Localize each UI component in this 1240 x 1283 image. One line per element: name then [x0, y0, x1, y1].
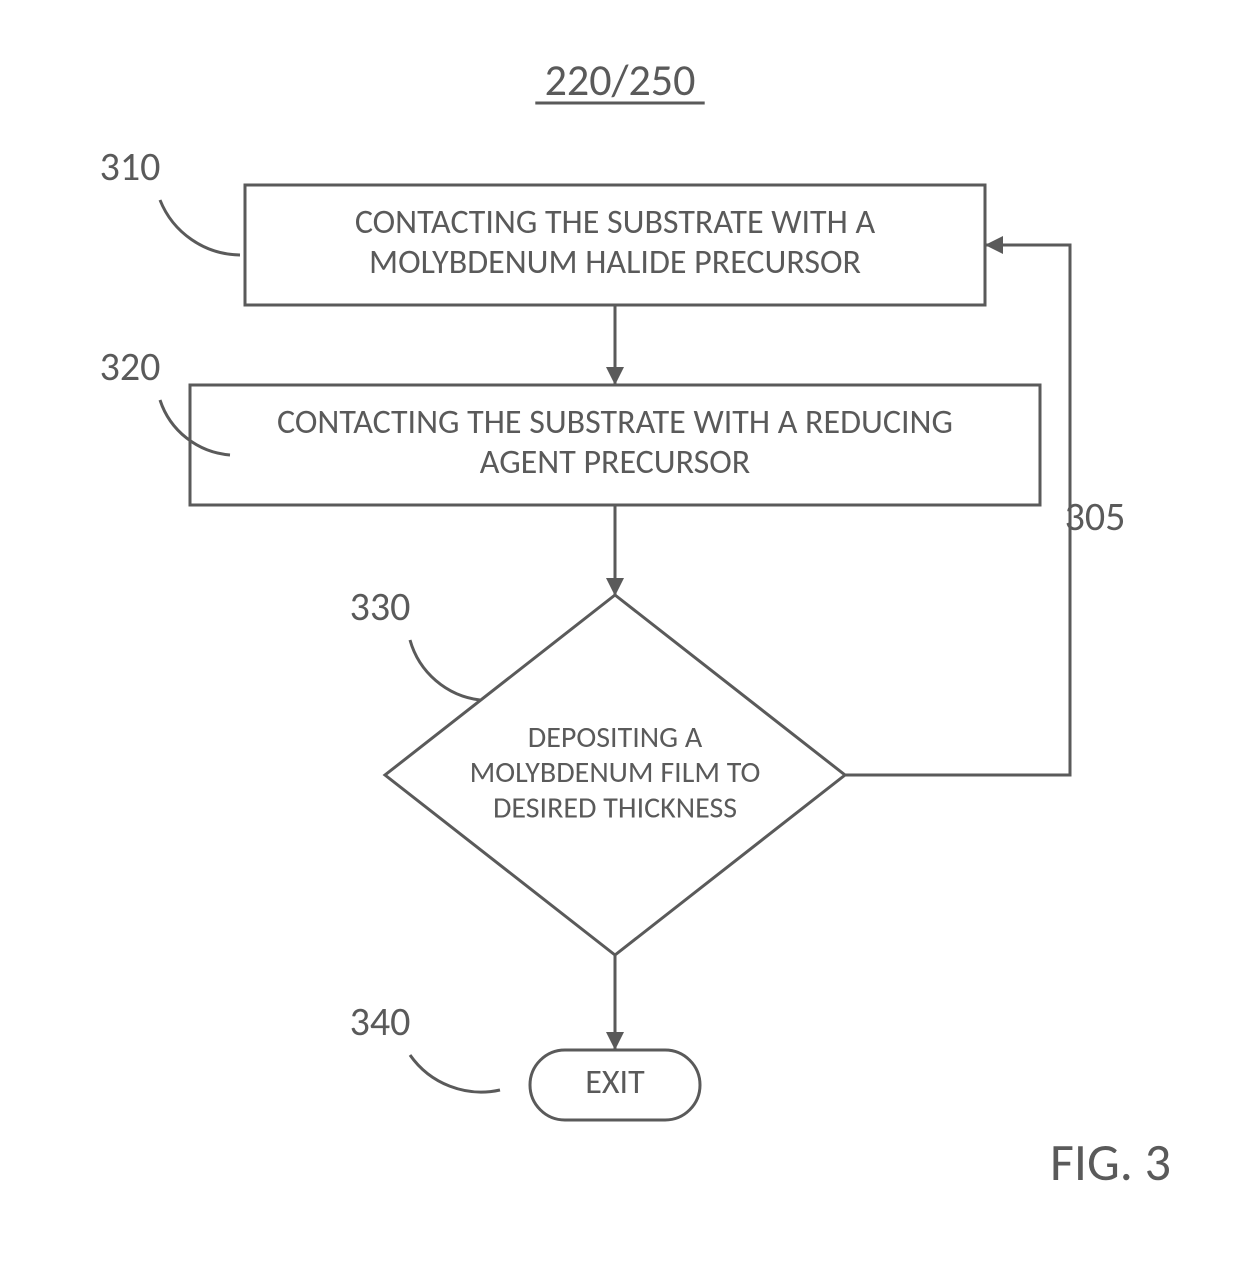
ref-label-310: 310: [100, 142, 161, 191]
arrowhead: [606, 367, 624, 385]
arrowhead: [606, 578, 624, 596]
ref-pointer-340: [410, 1055, 500, 1092]
diagram-title: 220/250: [545, 53, 696, 107]
ref-pointer-330: [410, 640, 480, 700]
terminator-exit-text: EXIT: [585, 1062, 645, 1103]
process-320-text-line-0: CONTACTING THE SUBSTRATE WITH A REDUCING: [277, 402, 953, 443]
decision-330-text-line-1: MOLYBDENUM FILM TO: [470, 754, 761, 791]
ref-label-305: 305: [1065, 492, 1126, 541]
ref-label-330: 330: [350, 582, 411, 631]
ref-label-320: 320: [100, 342, 161, 391]
arrowhead: [606, 1032, 624, 1050]
process-310-text-line-1: MOLYBDENUM HALIDE PRECURSOR: [369, 242, 861, 283]
ref-pointer-310: [160, 200, 240, 255]
decision-330-text-line-0: DEPOSITING A: [528, 719, 703, 756]
ref-label-340: 340: [350, 997, 411, 1046]
process-320-text-line-1: AGENT PRECURSOR: [480, 442, 750, 483]
decision-330-text-line-2: DESIRED THICKNESS: [493, 790, 737, 827]
figure-number: FIG. 3: [1050, 1130, 1171, 1194]
flowchart-canvas: 220/250CONTACTING THE SUBSTRATE WITH AMO…: [0, 0, 1240, 1283]
edge-loop: [845, 245, 1070, 775]
arrowhead: [985, 236, 1003, 254]
process-310-text-line-0: CONTACTING THE SUBSTRATE WITH A: [355, 202, 876, 243]
